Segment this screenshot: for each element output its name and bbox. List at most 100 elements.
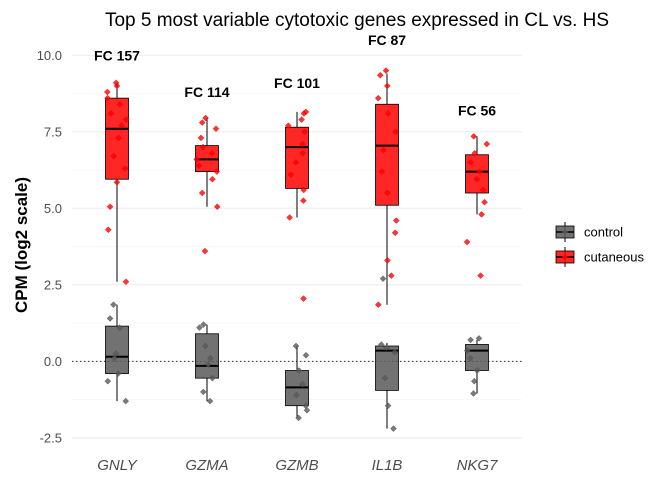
data-point — [383, 344, 390, 351]
fold-change-labels: FC 157 FC 114 FC 101 FC 87 FC 56 — [94, 32, 496, 118]
box-body — [105, 325, 129, 374]
data-point — [196, 324, 203, 331]
chart-title: Top 5 most variable cytotoxic genes expr… — [105, 10, 609, 31]
data-point — [213, 203, 221, 211]
data-point — [384, 189, 391, 197]
data-point — [104, 94, 111, 102]
data-point — [481, 198, 488, 206]
data-point — [463, 238, 471, 246]
data-point — [207, 354, 214, 362]
data-point — [208, 149, 216, 157]
data-point — [122, 278, 130, 286]
y-tick-label: 0.0 — [44, 354, 62, 369]
data-point — [112, 350, 120, 357]
data-point — [466, 354, 474, 362]
y-tick-label: 7.5 — [44, 124, 62, 139]
data-point — [113, 179, 121, 186]
y-tick-label: 2.5 — [44, 277, 62, 292]
legend-label: cutaneous — [584, 250, 644, 265]
data-point — [293, 391, 300, 399]
data-point — [384, 257, 391, 264]
data-point — [198, 189, 206, 197]
box-cutaneous-IL1B — [375, 73, 399, 305]
data-point — [470, 133, 478, 140]
box-body — [195, 333, 219, 379]
data-point — [300, 295, 307, 302]
data-point — [122, 116, 130, 123]
data-point — [384, 402, 392, 409]
box-body — [285, 126, 309, 189]
data-point — [303, 406, 311, 414]
data-point — [118, 122, 125, 129]
data-point — [483, 140, 491, 148]
fold-change-label: FC 114 — [184, 84, 229, 100]
fold-change-label: FC 157 — [94, 47, 140, 63]
x-tick-label: GZMA — [185, 457, 228, 474]
data-point — [105, 226, 112, 234]
data-point — [115, 134, 122, 142]
data-point — [197, 134, 205, 142]
box-body — [465, 154, 489, 194]
data-point — [106, 315, 114, 322]
box-control-GNLY — [105, 304, 129, 402]
fold-change-label: FC 56 — [458, 102, 496, 118]
data-point — [378, 168, 386, 175]
data-point — [295, 367, 303, 374]
data-point — [122, 397, 130, 405]
data-point — [114, 370, 122, 377]
data-point — [104, 88, 111, 96]
data-point — [381, 374, 389, 382]
data-point — [285, 122, 292, 129]
data-point — [107, 110, 115, 117]
data-point — [300, 197, 307, 204]
legend-item-control: control — [555, 222, 623, 242]
data-point — [295, 414, 302, 422]
data-point — [470, 377, 478, 385]
data-point — [299, 140, 306, 148]
data-point — [298, 116, 305, 123]
data-point — [200, 388, 207, 396]
data-point — [463, 347, 471, 354]
data-point — [470, 390, 477, 397]
x-tick-label: GNLY — [97, 457, 137, 474]
data-point — [384, 110, 392, 117]
legend: control cutaneous — [555, 222, 644, 267]
data-point — [302, 402, 309, 409]
data-point — [116, 100, 124, 108]
data-point — [292, 159, 300, 166]
data-point — [292, 342, 300, 350]
data-point — [299, 149, 306, 157]
data-point — [477, 272, 484, 279]
data-point — [467, 159, 474, 166]
data-point — [199, 143, 207, 151]
data-point — [200, 321, 207, 328]
legend-point — [562, 229, 568, 235]
legend-label: control — [584, 225, 623, 240]
data-point — [110, 301, 117, 308]
data-point — [204, 361, 212, 368]
data-point — [212, 125, 220, 133]
data-point — [393, 217, 400, 224]
data-point — [209, 374, 216, 382]
data-point — [110, 153, 118, 160]
data-point — [202, 114, 209, 122]
data-point — [378, 341, 385, 348]
data-point — [478, 211, 485, 218]
data-point — [299, 380, 306, 388]
data-point — [473, 367, 481, 374]
fold-change-label: FC 101 — [274, 75, 320, 91]
data-point — [202, 342, 209, 350]
data-point — [391, 229, 399, 237]
legend-point — [562, 254, 568, 260]
data-point — [116, 324, 123, 331]
box-control-GZMB — [285, 346, 309, 418]
y-tick-label: 5.0 — [44, 201, 62, 216]
data-point — [476, 168, 484, 175]
data-point — [388, 272, 395, 279]
data-point — [209, 175, 216, 183]
data-point — [286, 214, 293, 221]
data-point — [300, 186, 308, 194]
fold-change-label: FC 87 — [368, 32, 406, 48]
box-control-IL1B — [375, 342, 399, 429]
